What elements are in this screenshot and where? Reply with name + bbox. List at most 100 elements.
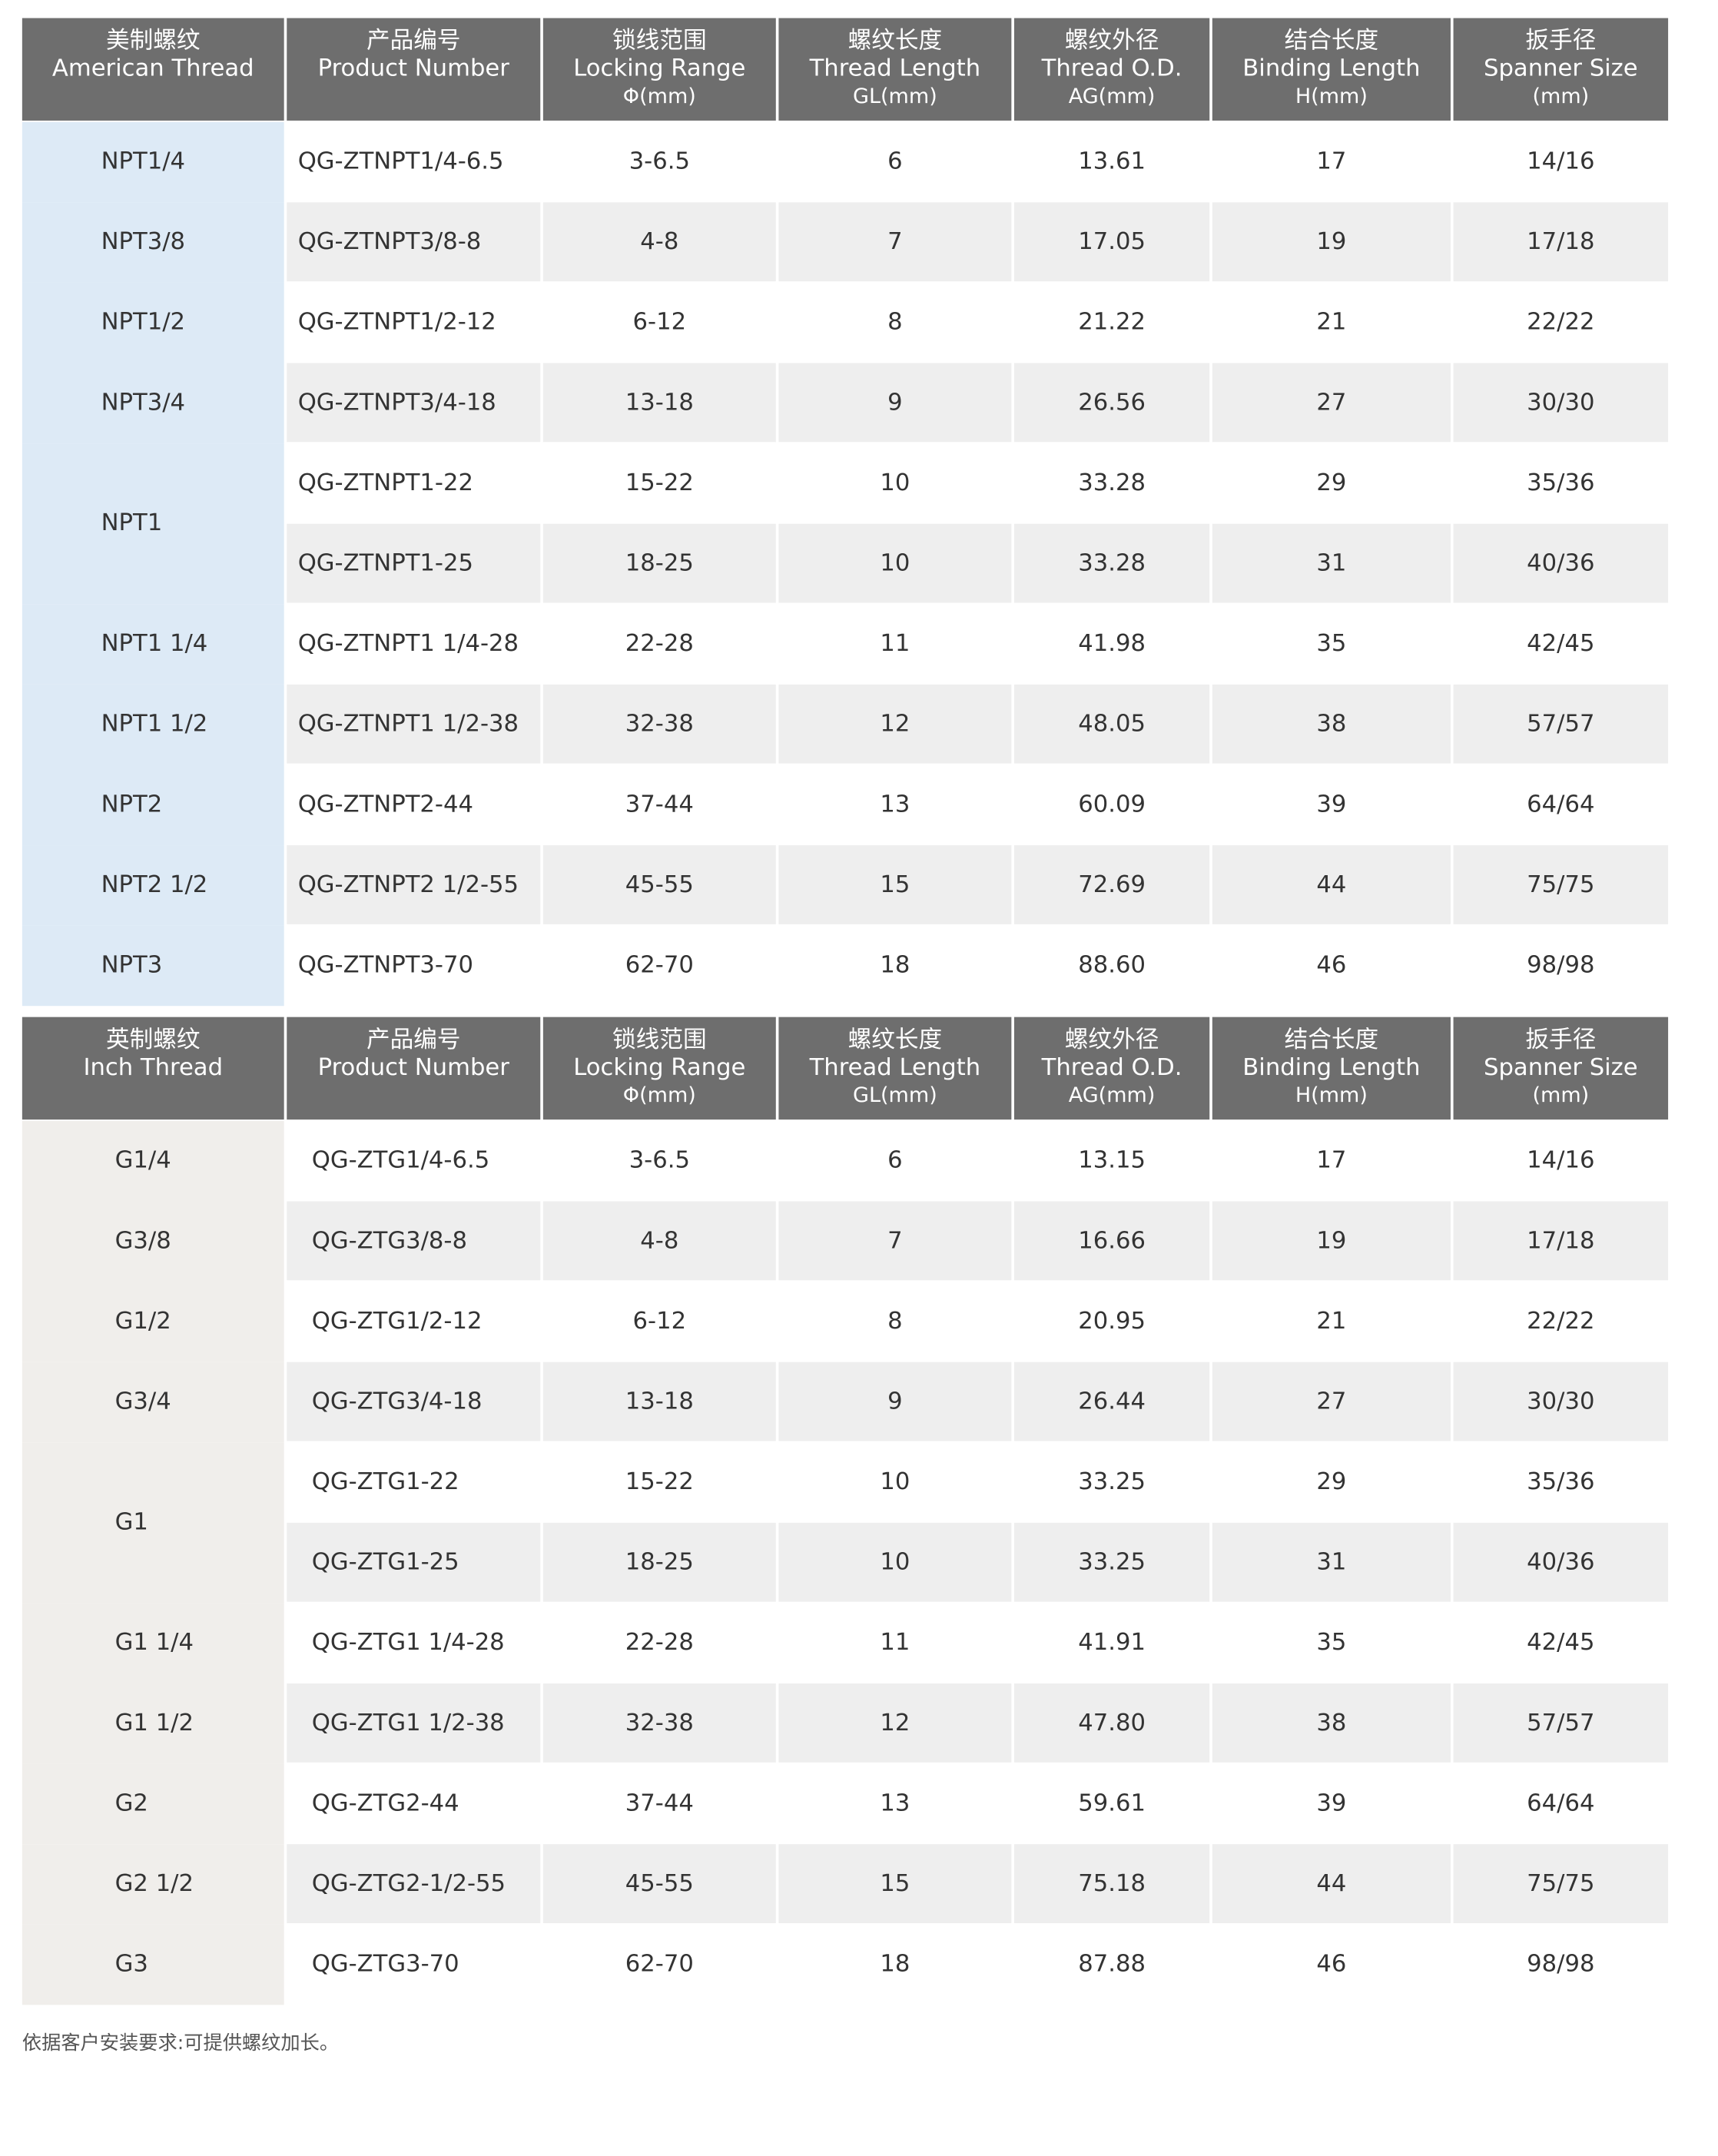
cell <box>1212 1844 1451 1923</box>
cell-text: 75/75 <box>1527 1870 1594 1897</box>
cell-text: 15-22 <box>625 1468 694 1495</box>
cell-text: QG-ZTNPT1 1/2-38 <box>298 711 519 738</box>
cell <box>287 1201 541 1281</box>
cell <box>1453 1683 1669 1763</box>
cell-text: 9 <box>887 389 903 416</box>
cell <box>1013 1201 1210 1281</box>
cell <box>1013 1442 1210 1522</box>
cell <box>778 925 1012 1005</box>
cell <box>1212 925 1451 1005</box>
cell-text: 15 <box>880 871 910 898</box>
cell-text: QG-ZTNPT3-70 <box>298 951 473 978</box>
cell-text: 10 <box>880 1468 910 1495</box>
cell <box>1453 1201 1669 1281</box>
header-text: 产品编号 <box>366 28 461 55</box>
cell-text: QG-ZTNPT1-22 <box>298 469 473 496</box>
header-text: Binding Length <box>1242 1054 1420 1081</box>
cell <box>1013 202 1210 282</box>
header-text: 英制螺纹 <box>106 1027 201 1053</box>
thread-text: G2 <box>115 1789 148 1816</box>
cell <box>1453 604 1669 684</box>
cell-text: 10 <box>880 550 910 577</box>
header-text: 扳手径 <box>1525 1027 1596 1053</box>
header-text: GL(mm) <box>853 1083 937 1107</box>
cell-text: 88.60 <box>1078 951 1146 978</box>
cell <box>542 282 776 362</box>
header-text: Φ(mm) <box>623 85 696 108</box>
cell <box>1013 523 1210 603</box>
cell <box>287 1603 541 1683</box>
thread-cell <box>22 684 284 765</box>
cell <box>542 1201 776 1281</box>
header-cell <box>287 18 541 121</box>
cell <box>778 1683 1012 1763</box>
thread-cell <box>22 1282 284 1362</box>
cell-text: QG-ZTNPT1 1/4-28 <box>298 630 519 657</box>
header-text: H(mm) <box>1295 85 1368 108</box>
cell <box>778 604 1012 684</box>
cell <box>1453 925 1669 1005</box>
cell-text: 6-12 <box>633 1308 687 1335</box>
cell-text: 8 <box>887 309 903 336</box>
thread-text: G1 <box>115 1508 148 1535</box>
cell <box>778 1201 1012 1281</box>
cell-text: 39 <box>1316 791 1346 818</box>
cell-text: 11 <box>880 1629 910 1656</box>
cell-text: 18 <box>880 951 910 978</box>
cell <box>1453 1442 1669 1522</box>
cell <box>1013 1683 1210 1763</box>
header-text: 产品编号 <box>366 1027 461 1053</box>
cell <box>287 1924 541 2004</box>
header-text: 螺纹外径 <box>1065 28 1159 55</box>
thread-cell <box>22 925 284 1007</box>
cell-text: 87.88 <box>1078 1951 1146 1978</box>
cell-text: 59.61 <box>1078 1789 1146 1816</box>
cell <box>542 1282 776 1361</box>
header-text: Inch Thread <box>83 1054 223 1081</box>
cell <box>1212 765 1451 844</box>
header-text: Binding Length <box>1242 55 1420 82</box>
cell <box>1212 443 1451 522</box>
cell-text: 6 <box>887 148 903 175</box>
cell-text: 75/75 <box>1527 871 1594 898</box>
cell <box>778 282 1012 362</box>
cell <box>778 1120 1012 1200</box>
cell-text: 8 <box>887 1308 903 1335</box>
header-text: AG(mm) <box>1069 85 1156 108</box>
thread-text: G1 1/2 <box>115 1710 194 1736</box>
cell-text: 46 <box>1316 1951 1346 1978</box>
cell-text: 38 <box>1316 1710 1346 1736</box>
cell <box>1212 1924 1451 2004</box>
cell-text: 32-38 <box>625 711 694 738</box>
cell <box>542 443 776 522</box>
cell <box>1212 363 1451 443</box>
cell-text: 19 <box>1316 1227 1346 1254</box>
cell <box>287 1844 541 1923</box>
cell <box>778 202 1012 282</box>
cell-text: 13 <box>880 1789 910 1816</box>
thread-cell <box>22 1201 284 1282</box>
cell <box>542 604 776 684</box>
cell <box>542 1442 776 1522</box>
cell <box>1013 121 1210 201</box>
header-text: Φ(mm) <box>623 1083 696 1107</box>
footnote: 依据客户安装要求:可提供螺纹加长。 <box>22 2032 339 2054</box>
header-cell <box>287 1017 541 1120</box>
cell-text: 18-25 <box>625 550 694 577</box>
cell-text: 15-22 <box>625 469 694 496</box>
cell-text: 60.09 <box>1078 791 1146 818</box>
cell-text: 35/36 <box>1527 469 1594 496</box>
header-cell <box>1013 1017 1210 1120</box>
thread-cell <box>22 443 284 605</box>
thread-cell <box>22 1924 284 2005</box>
cell-text: 45-55 <box>625 871 694 898</box>
cell-text: 64/64 <box>1527 1789 1594 1816</box>
cell <box>1013 282 1210 362</box>
cell-text: 18-25 <box>625 1549 694 1576</box>
cell <box>1013 1844 1210 1923</box>
cell <box>542 1120 776 1200</box>
cell <box>1453 363 1669 443</box>
cell <box>1212 1120 1451 1200</box>
cell-text: 17/18 <box>1527 1227 1594 1254</box>
